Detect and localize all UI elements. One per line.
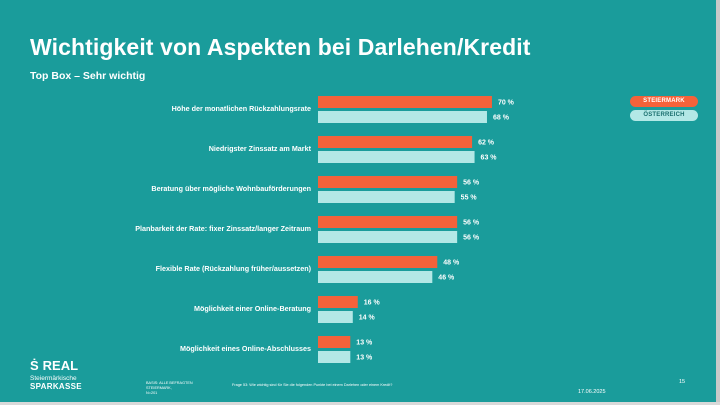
- page-number: 15: [679, 379, 686, 385]
- data-label: 48 %: [443, 260, 460, 267]
- legend-item-oesterreich: ÖSTERREICH: [630, 110, 698, 121]
- page-subtitle: Top Box – Sehr wichtig: [30, 70, 146, 82]
- sparkasse-s-icon: Ṡ: [30, 358, 39, 373]
- category-label: Beratung über mögliche Wohnbauförderunge…: [151, 184, 311, 193]
- bar-steiermark: [318, 336, 351, 348]
- legend-item-steiermark: STEIERMARK: [630, 96, 698, 107]
- bar-oesterreich: [318, 151, 475, 163]
- data-label: 46 %: [438, 275, 455, 282]
- category-label: Flexible Rate (Rückzahlung früher/ausset…: [156, 264, 312, 273]
- data-label: 13 %: [356, 355, 373, 362]
- base-note-line2: STEIERMARK,: [146, 386, 172, 390]
- category-label: Möglichkeit eines Online-Abschlusses: [180, 344, 311, 353]
- bar-oesterreich: [318, 111, 487, 123]
- bar-oesterreich: [318, 271, 433, 283]
- data-label: 13 %: [356, 340, 373, 347]
- window-edge-right: [716, 0, 720, 405]
- data-label: 62 %: [478, 140, 495, 147]
- bar-oesterreich: [318, 231, 458, 243]
- logo-name: REAL: [42, 358, 79, 373]
- data-label: 70 %: [498, 100, 515, 107]
- category-label: Möglichkeit einer Online-Beratung: [194, 304, 311, 313]
- data-label: 14 %: [359, 315, 376, 322]
- data-label: 56 %: [463, 180, 480, 187]
- data-label: 68 %: [493, 115, 510, 122]
- bar-oesterreich: [318, 311, 353, 323]
- bar-steiermark: [318, 96, 492, 108]
- logo-line2: SPARKASSE: [30, 382, 82, 391]
- bar-steiermark: [318, 296, 358, 308]
- base-note-line1: BASIS: ALLE BEFRAGTEN: [146, 381, 193, 385]
- data-label: 63 %: [481, 155, 498, 162]
- brand-logo: Ṡ REAL Steiermärkische SPARKASSE: [30, 358, 82, 391]
- data-label: 55 %: [461, 195, 478, 202]
- bar-oesterreich: [318, 191, 455, 203]
- logo-line1: Steiermärkische: [30, 375, 77, 382]
- bar-steiermark: [318, 136, 473, 148]
- data-label: 56 %: [463, 220, 480, 227]
- base-note: BASIS: ALLE BEFRAGTEN STEIERMARK, N=201: [146, 381, 193, 396]
- bar-steiermark: [318, 216, 458, 228]
- report-date: 17.06.2025: [578, 389, 606, 395]
- category-label: Planbarkeit der Rate: fixer Zinssatz/lan…: [135, 224, 311, 233]
- bar-steiermark: [318, 256, 438, 268]
- data-label: 16 %: [364, 300, 381, 307]
- category-label: Höhe der monatlichen Rückzahlungsrate: [172, 104, 311, 113]
- bar-oesterreich: [318, 351, 351, 363]
- data-label: 56 %: [463, 235, 480, 242]
- window-edge-bottom: [0, 402, 720, 405]
- base-note-line3: N=201: [146, 391, 158, 395]
- bar-steiermark: [318, 176, 458, 188]
- page-title: Wichtigkeit von Aspekten bei Darlehen/Kr…: [30, 34, 531, 60]
- question-note: Frage 53: Wie wichtig sind für Sie die f…: [232, 383, 393, 387]
- category-label: Niedrigster Zinssatz am Markt: [209, 144, 312, 153]
